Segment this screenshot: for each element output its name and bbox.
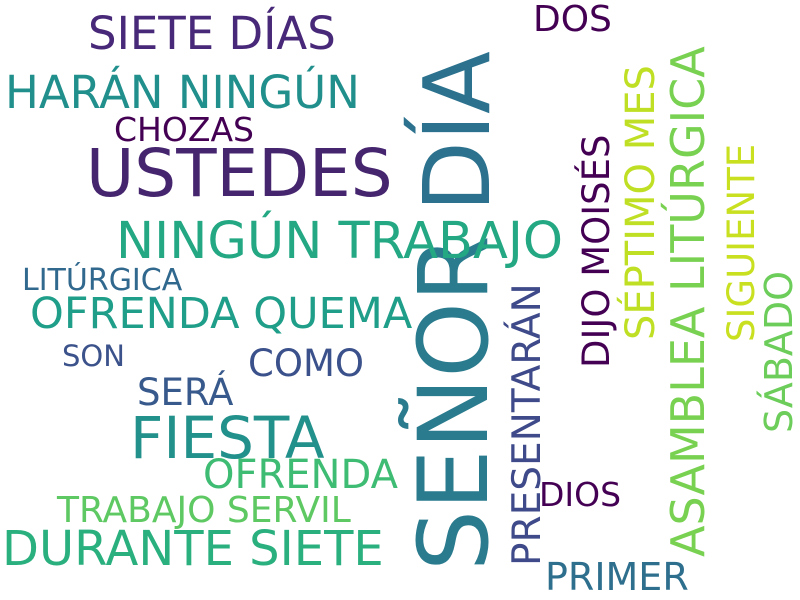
cloud-word-trabajo-servil: TRABAJO SERVIL	[56, 490, 351, 531]
cloud-word-dia: DÍA	[403, 51, 511, 212]
cloud-word-senor: SEÑOR	[398, 235, 510, 571]
cloud-word-siguiente: SIGUIENTE	[720, 144, 763, 342]
cloud-word-siete-dias: SIETE DÍAS	[88, 7, 336, 60]
cloud-word-ustedes: USTEDES	[86, 135, 393, 212]
cloud-word-septimo-mes: SÉPTIMO MES	[616, 65, 664, 340]
cloud-word-liturgica: LITÚRGICA	[22, 261, 183, 298]
cloud-word-ofrenda-quema: OFRENDA QUEMA	[30, 289, 413, 339]
cloud-word-sabado: SÁBADO	[757, 271, 800, 433]
cloud-word-dijo-moises: DIJO MOISÉS	[574, 134, 618, 368]
cloud-word-durante-siete: DURANTE SIETE	[2, 521, 384, 577]
cloud-word-dos: DOS	[533, 0, 612, 40]
cloud-word-como: COMO	[248, 342, 364, 385]
cloud-word-son: SON	[62, 339, 125, 373]
cloud-word-sera: SERÁ	[137, 370, 233, 414]
cloud-word-ofrenda: OFRENDA	[203, 452, 399, 498]
cloud-word-dios: DIOS	[539, 475, 621, 514]
cloud-word-chozas: CHOZAS	[114, 110, 254, 149]
cloud-word-presentaran: PRESENTARÁN	[503, 283, 550, 566]
cloud-word-ningun-trabajo: NINGÚN TRABAJO	[116, 209, 563, 271]
cloud-word-asamblea-liturgica: ASAMBLEA LITÚRGICA	[661, 46, 715, 557]
cloud-word-haran-ningun: HARÁN NINGÚN	[5, 66, 360, 119]
cloud-word-fiesta: FIESTA	[130, 404, 325, 472]
cloud-word-primer: PRIMER	[545, 555, 689, 599]
